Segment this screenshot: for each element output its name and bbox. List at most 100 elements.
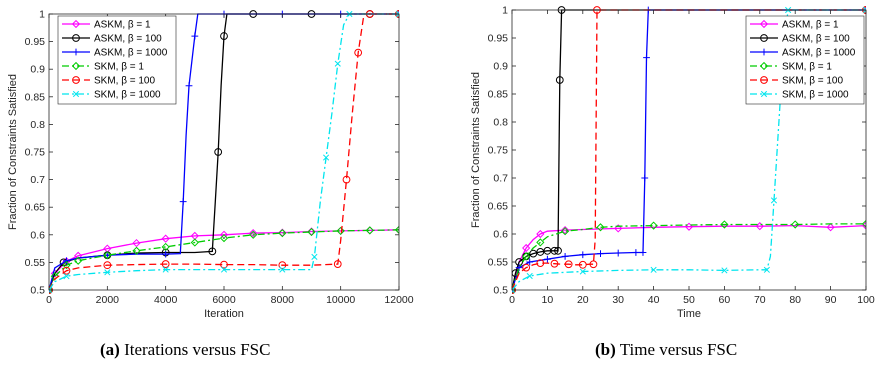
- y-tick-label: 0.65: [488, 201, 509, 213]
- x-tick-label: 6000: [212, 294, 236, 306]
- y-tick-label: 0.75: [25, 147, 46, 159]
- y-tick-label: 1: [39, 9, 45, 21]
- caption-b: (b) Time versus FSC: [595, 340, 738, 359]
- series-marker: [579, 251, 587, 259]
- series-marker: [763, 266, 770, 273]
- series-marker: [826, 223, 835, 232]
- series-marker: [63, 273, 70, 280]
- series-marker: [278, 229, 287, 238]
- legend-label-4: SKM, β = 1: [782, 62, 832, 73]
- series-marker: [49, 286, 53, 294]
- series-marker: [311, 253, 318, 260]
- series-marker: [536, 229, 545, 239]
- series-marker: [526, 272, 533, 280]
- legend-label-2: ASKM, β = 100: [782, 34, 850, 45]
- series-marker: [162, 266, 169, 273]
- series-marker: [555, 76, 564, 84]
- y-axis-label: Fraction of Constraints Satisfied: [7, 74, 19, 230]
- series-line-4: [49, 229, 399, 291]
- series-marker: [185, 82, 193, 90]
- x-tick-label: 4000: [154, 294, 178, 306]
- series-marker: [220, 266, 228, 273]
- series-marker: [191, 32, 199, 40]
- series-marker: [50, 269, 59, 278]
- series-marker: [512, 286, 516, 294]
- legend-label-5: SKM, β = 100: [94, 76, 155, 87]
- legend-marker: [72, 90, 80, 98]
- series-marker: [354, 48, 363, 57]
- series-marker: [791, 220, 800, 229]
- x-tick-label: 100: [857, 294, 875, 306]
- legend-label-3: ASKM, β = 1000: [94, 48, 168, 59]
- chart-panel-b: 0 10 20 30 40 50 60 70 80 90 100 0.5 0.55 0.6 0.65 0.7 0…: [470, 5, 875, 321]
- series-marker: [643, 54, 650, 61]
- series-marker: [512, 285, 517, 294]
- x-tick-label: 0: [46, 294, 52, 306]
- series-marker: [132, 246, 141, 255]
- series-marker: [536, 238, 545, 247]
- series-marker: [162, 250, 170, 258]
- series-marker: [132, 238, 141, 248]
- series-marker: [279, 266, 286, 273]
- y-tick-label: 0.5: [493, 285, 508, 297]
- legend-marker: [72, 34, 80, 42]
- x-axis-label: Iteration: [204, 308, 244, 320]
- series-marker: [770, 197, 778, 204]
- legend-marker: [760, 90, 768, 98]
- y-tick-label: 0.5: [30, 285, 45, 297]
- legend-label-1: ASKM, β = 1: [782, 20, 839, 31]
- y-tick-label: 0.85: [25, 91, 46, 103]
- series-marker: [561, 253, 569, 260]
- series-marker: [208, 247, 217, 256]
- series-line-4: [512, 223, 866, 291]
- y-tick-label: 0.55: [488, 257, 509, 269]
- y-tick-label: 0.8: [30, 119, 45, 131]
- series-marker: [104, 269, 111, 276]
- series-marker: [365, 226, 374, 235]
- x-tick-label: 80: [789, 294, 801, 306]
- x-axis-label: Time: [677, 308, 701, 320]
- series-group: [512, 6, 866, 294]
- series-marker: [721, 267, 728, 274]
- series-marker: [323, 154, 330, 161]
- y-tick-label: 0.85: [488, 89, 509, 101]
- y-tick-label: 0.95: [25, 36, 46, 48]
- series-marker: [862, 6, 866, 14]
- legend-marker: [759, 19, 769, 29]
- x-tick-label: 0: [509, 294, 515, 306]
- series-marker: [336, 226, 345, 236]
- x-tick-label: 20: [577, 294, 589, 306]
- y-tick-label: 0.8: [493, 117, 508, 129]
- series-marker: [74, 256, 83, 265]
- series-marker: [395, 10, 399, 18]
- legend-marker: [760, 76, 768, 84]
- series-marker: [161, 260, 170, 268]
- y-tick-label: 0.6: [493, 229, 508, 241]
- series-marker: [161, 242, 170, 252]
- series-marker: [103, 251, 112, 260]
- series-marker: [579, 268, 586, 275]
- x-tick-label: 2000: [96, 294, 120, 306]
- series-marker: [214, 148, 223, 156]
- series-marker: [522, 263, 531, 272]
- series-marker: [278, 261, 287, 270]
- series-marker: [394, 225, 399, 234]
- series-marker: [515, 264, 523, 271]
- y-tick-label: 0.7: [30, 174, 45, 186]
- x-tick-label: 50: [683, 294, 695, 306]
- series-marker: [861, 219, 866, 229]
- series-marker: [596, 223, 605, 232]
- series-marker: [550, 246, 559, 255]
- series-marker: [614, 249, 622, 257]
- series-marker: [522, 243, 531, 253]
- legend-box: [745, 15, 865, 105]
- series-marker: [550, 259, 559, 268]
- y-tick-label: 0.55: [25, 257, 46, 269]
- series-marker: [564, 260, 573, 269]
- y-axis-label: Fraction of Constraints Satisfied: [470, 72, 482, 228]
- series-marker: [650, 266, 657, 273]
- x-tick-label: 10: [542, 294, 554, 306]
- legend-label-6: SKM, β = 1000: [782, 90, 849, 101]
- legend-marker: [760, 34, 768, 42]
